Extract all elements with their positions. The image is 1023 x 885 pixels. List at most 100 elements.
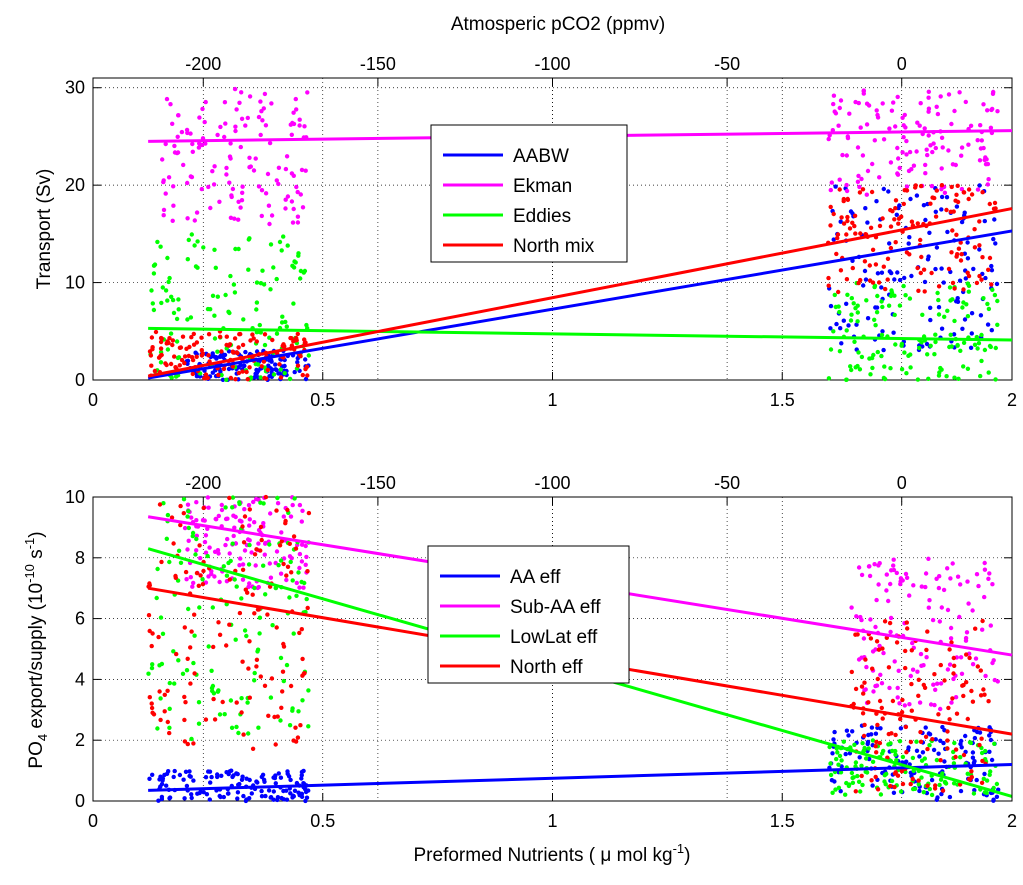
scatter-point [856, 281, 860, 285]
scatter-point [927, 606, 931, 610]
scatter-point [923, 163, 927, 167]
scatter-point [880, 333, 884, 337]
scatter-point [233, 377, 237, 381]
scatter-point [884, 772, 888, 776]
scatter-point [910, 709, 914, 713]
scatter-point [848, 364, 852, 368]
scatter-point [228, 577, 232, 581]
scatter-point [919, 664, 923, 668]
scatter-point [290, 171, 294, 175]
scatter-point [231, 773, 235, 777]
scatter-point [215, 133, 219, 137]
scatter-point [986, 162, 990, 166]
scatter-point [989, 282, 993, 286]
scatter-point [979, 359, 983, 363]
scatter-point [910, 648, 914, 652]
scatter-point [951, 162, 955, 166]
scatter-point [173, 365, 177, 369]
scatter-point [989, 738, 993, 742]
scatter-point [967, 197, 971, 201]
scatter-point [269, 101, 273, 105]
scatter-point [261, 501, 265, 505]
scatter-point [187, 769, 191, 773]
scatter-point [186, 509, 190, 513]
scatter-point [186, 503, 190, 507]
scatter-point [887, 732, 891, 736]
scatter-point [949, 626, 953, 630]
scatter-point [258, 548, 262, 552]
scatter-point [240, 185, 244, 189]
scatter-point [963, 211, 967, 215]
scatter-point [961, 300, 965, 304]
scatter-point [181, 778, 185, 782]
scatter-point [896, 95, 900, 99]
scatter-point [296, 220, 300, 224]
scatter-point [947, 717, 951, 721]
scatter-point [852, 340, 856, 344]
scatter-point [280, 315, 284, 319]
scatter-point [893, 313, 897, 317]
x-tick-label: 2 [1007, 390, 1017, 410]
scatter-point [926, 377, 930, 381]
scatter-point [250, 332, 254, 336]
scatter-point [928, 202, 932, 206]
scatter-point [179, 561, 183, 565]
scatter-point [849, 605, 853, 609]
scatter-point [945, 738, 949, 742]
scatter-point [836, 124, 840, 128]
scatter-point [887, 665, 891, 669]
scatter-point [202, 506, 206, 510]
scatter-point [991, 798, 995, 802]
scatter-point [836, 763, 840, 767]
scatter-point [281, 234, 285, 238]
scatter-point [908, 296, 912, 300]
scatter-point [191, 661, 195, 665]
scatter-point [866, 316, 870, 320]
scatter-point [909, 782, 913, 786]
scatter-point [889, 160, 893, 164]
scatter-point [243, 628, 247, 632]
scatter-point [993, 293, 997, 297]
legend-label: AABW [513, 146, 569, 167]
scatter-point [876, 115, 880, 119]
scatter-point [975, 572, 979, 576]
scatter-point [919, 740, 923, 744]
scatter-point [307, 353, 311, 357]
scatter-point [893, 342, 897, 346]
scatter-point [231, 514, 235, 518]
scatter-point [930, 737, 934, 741]
scatter-point [195, 239, 199, 243]
scatter-point [294, 260, 298, 264]
scatter-point [994, 346, 998, 350]
scatter-point [229, 376, 233, 380]
top-axis-label: Atmosperic pCO2 (ppmv) [451, 14, 665, 35]
scatter-point [879, 299, 883, 303]
scatter-point [927, 90, 931, 94]
scatter-point [917, 754, 921, 758]
scatter-point [235, 351, 239, 355]
scatter-point [245, 700, 249, 704]
scatter-point [964, 680, 968, 684]
scatter-point [940, 605, 944, 609]
scatter-point [246, 116, 250, 120]
scatter-point [963, 734, 967, 738]
scatter-point [213, 550, 217, 554]
scatter-point [896, 686, 900, 690]
scatter-point [832, 94, 836, 98]
scatter-point [289, 560, 293, 564]
scatter-point [971, 700, 975, 704]
scatter-point [957, 615, 961, 619]
scatter-point [306, 724, 310, 728]
scatter-point [237, 101, 241, 105]
scatter-point [162, 178, 166, 182]
scatter-point [930, 778, 934, 782]
scatter-point [935, 291, 939, 295]
scatter-point [915, 121, 919, 125]
scatter-point [275, 549, 279, 553]
top-tick-label: 0 [897, 54, 907, 74]
scatter-point [235, 796, 239, 800]
scatter-point [243, 548, 247, 552]
scatter-point [970, 192, 974, 196]
scatter-point [958, 742, 962, 746]
scatter-point [168, 681, 172, 685]
